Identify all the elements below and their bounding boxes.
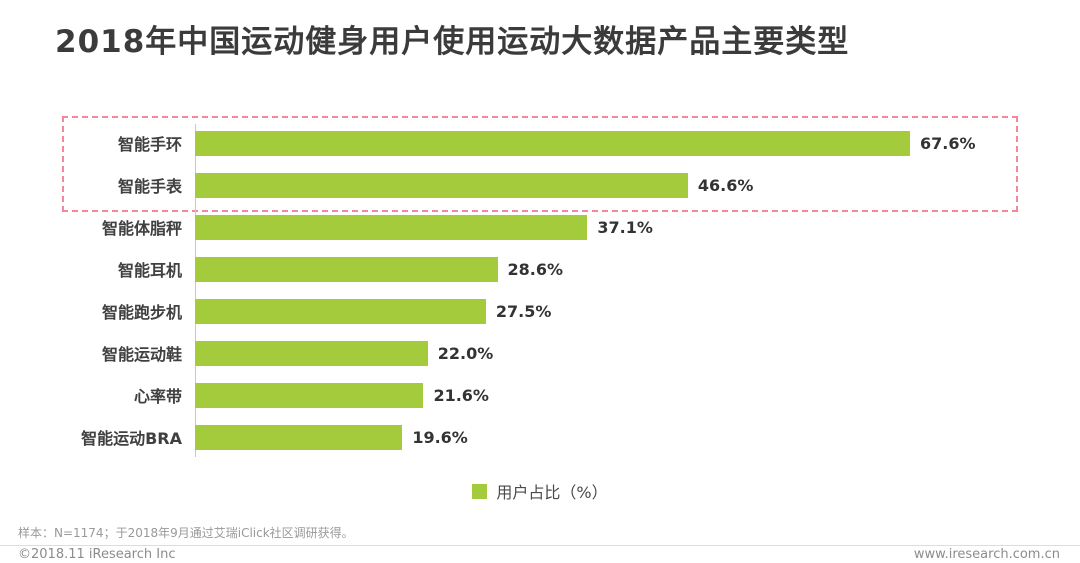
category-label: 智能体脂秤 xyxy=(101,219,182,238)
footer-divider xyxy=(0,545,1080,546)
category-label: 智能运动BRA xyxy=(81,429,182,448)
bar xyxy=(195,382,424,408)
bar-track: 37.1% xyxy=(195,206,1020,248)
bar-track: 21.6% xyxy=(195,374,1020,416)
bar-row: 智能跑步机 27.5% xyxy=(60,290,1020,332)
category-label: 智能跑步机 xyxy=(101,303,182,322)
category-label: 智能运动鞋 xyxy=(101,345,182,364)
bar-track: 27.5% xyxy=(195,290,1020,332)
bar-row: 智能耳机 28.6% xyxy=(60,248,1020,290)
legend-label: 用户占比（%） xyxy=(496,483,608,502)
bar-row: 智能运动鞋 22.0% xyxy=(60,332,1020,374)
website-text: www.iresearch.com.cn xyxy=(913,546,1060,562)
bar xyxy=(195,424,403,450)
footer-bar: ©2018.11 iResearch Inc www.iresearch.com… xyxy=(0,546,1080,562)
bar xyxy=(195,298,486,324)
bar-rows: 智能手环 67.6% 智能手表 46.6% 智能体脂秤 37.1% 智能耳机 28.6% 智能跑… xyxy=(60,122,1020,458)
value-label: 46.6% xyxy=(697,175,754,195)
value-label: 67.6% xyxy=(920,133,976,153)
bar-track: 67.6% xyxy=(195,122,1020,164)
bar xyxy=(195,340,428,366)
bar xyxy=(195,130,911,156)
bar xyxy=(195,172,688,198)
category-label: 智能手表 xyxy=(117,177,182,196)
bar-row: 智能手环 67.6% xyxy=(60,122,1020,164)
value-label: 28.6% xyxy=(507,259,564,279)
bar-row: 智能运动BRA 19.6% xyxy=(60,416,1020,458)
value-label: 19.6% xyxy=(412,427,468,447)
bar-row: 智能体脂秤 37.1% xyxy=(60,206,1020,248)
legend-swatch-icon xyxy=(472,483,488,499)
value-label: 37.1% xyxy=(597,217,653,237)
bar-track: 19.6% xyxy=(195,416,1020,458)
bar-row: 心率带 21.6% xyxy=(60,374,1020,416)
copyright-text: ©2018.11 iResearch Inc xyxy=(18,546,176,562)
bar xyxy=(195,256,498,282)
bar-track: 46.6% xyxy=(195,164,1020,206)
value-label: 21.6% xyxy=(433,385,489,405)
sample-note: 样本：N=1174；于2018年9月通过艾瑞iClick社区调研获得。 xyxy=(18,526,354,540)
chart-legend: 用户占比（%） xyxy=(0,479,1080,503)
category-label: 智能手环 xyxy=(117,135,182,154)
chart-title: 2018年中国运动健身用户使用运动大数据产品主要类型 xyxy=(55,24,850,60)
bar-track: 28.6% xyxy=(195,248,1020,290)
bar-track: 22.0% xyxy=(195,332,1020,374)
category-label: 智能耳机 xyxy=(117,261,182,280)
category-label: 心率带 xyxy=(133,387,182,406)
value-label: 27.5% xyxy=(495,301,552,321)
bar-row: 智能手表 46.6% xyxy=(60,164,1020,206)
value-label: 22.0% xyxy=(437,343,494,363)
bar-chart: 智能手环 67.6% 智能手表 46.6% 智能体脂秤 37.1% 智能耳机 28.6% 智能跑… xyxy=(60,122,1020,458)
y-axis-line xyxy=(195,124,196,457)
bar xyxy=(195,214,588,240)
